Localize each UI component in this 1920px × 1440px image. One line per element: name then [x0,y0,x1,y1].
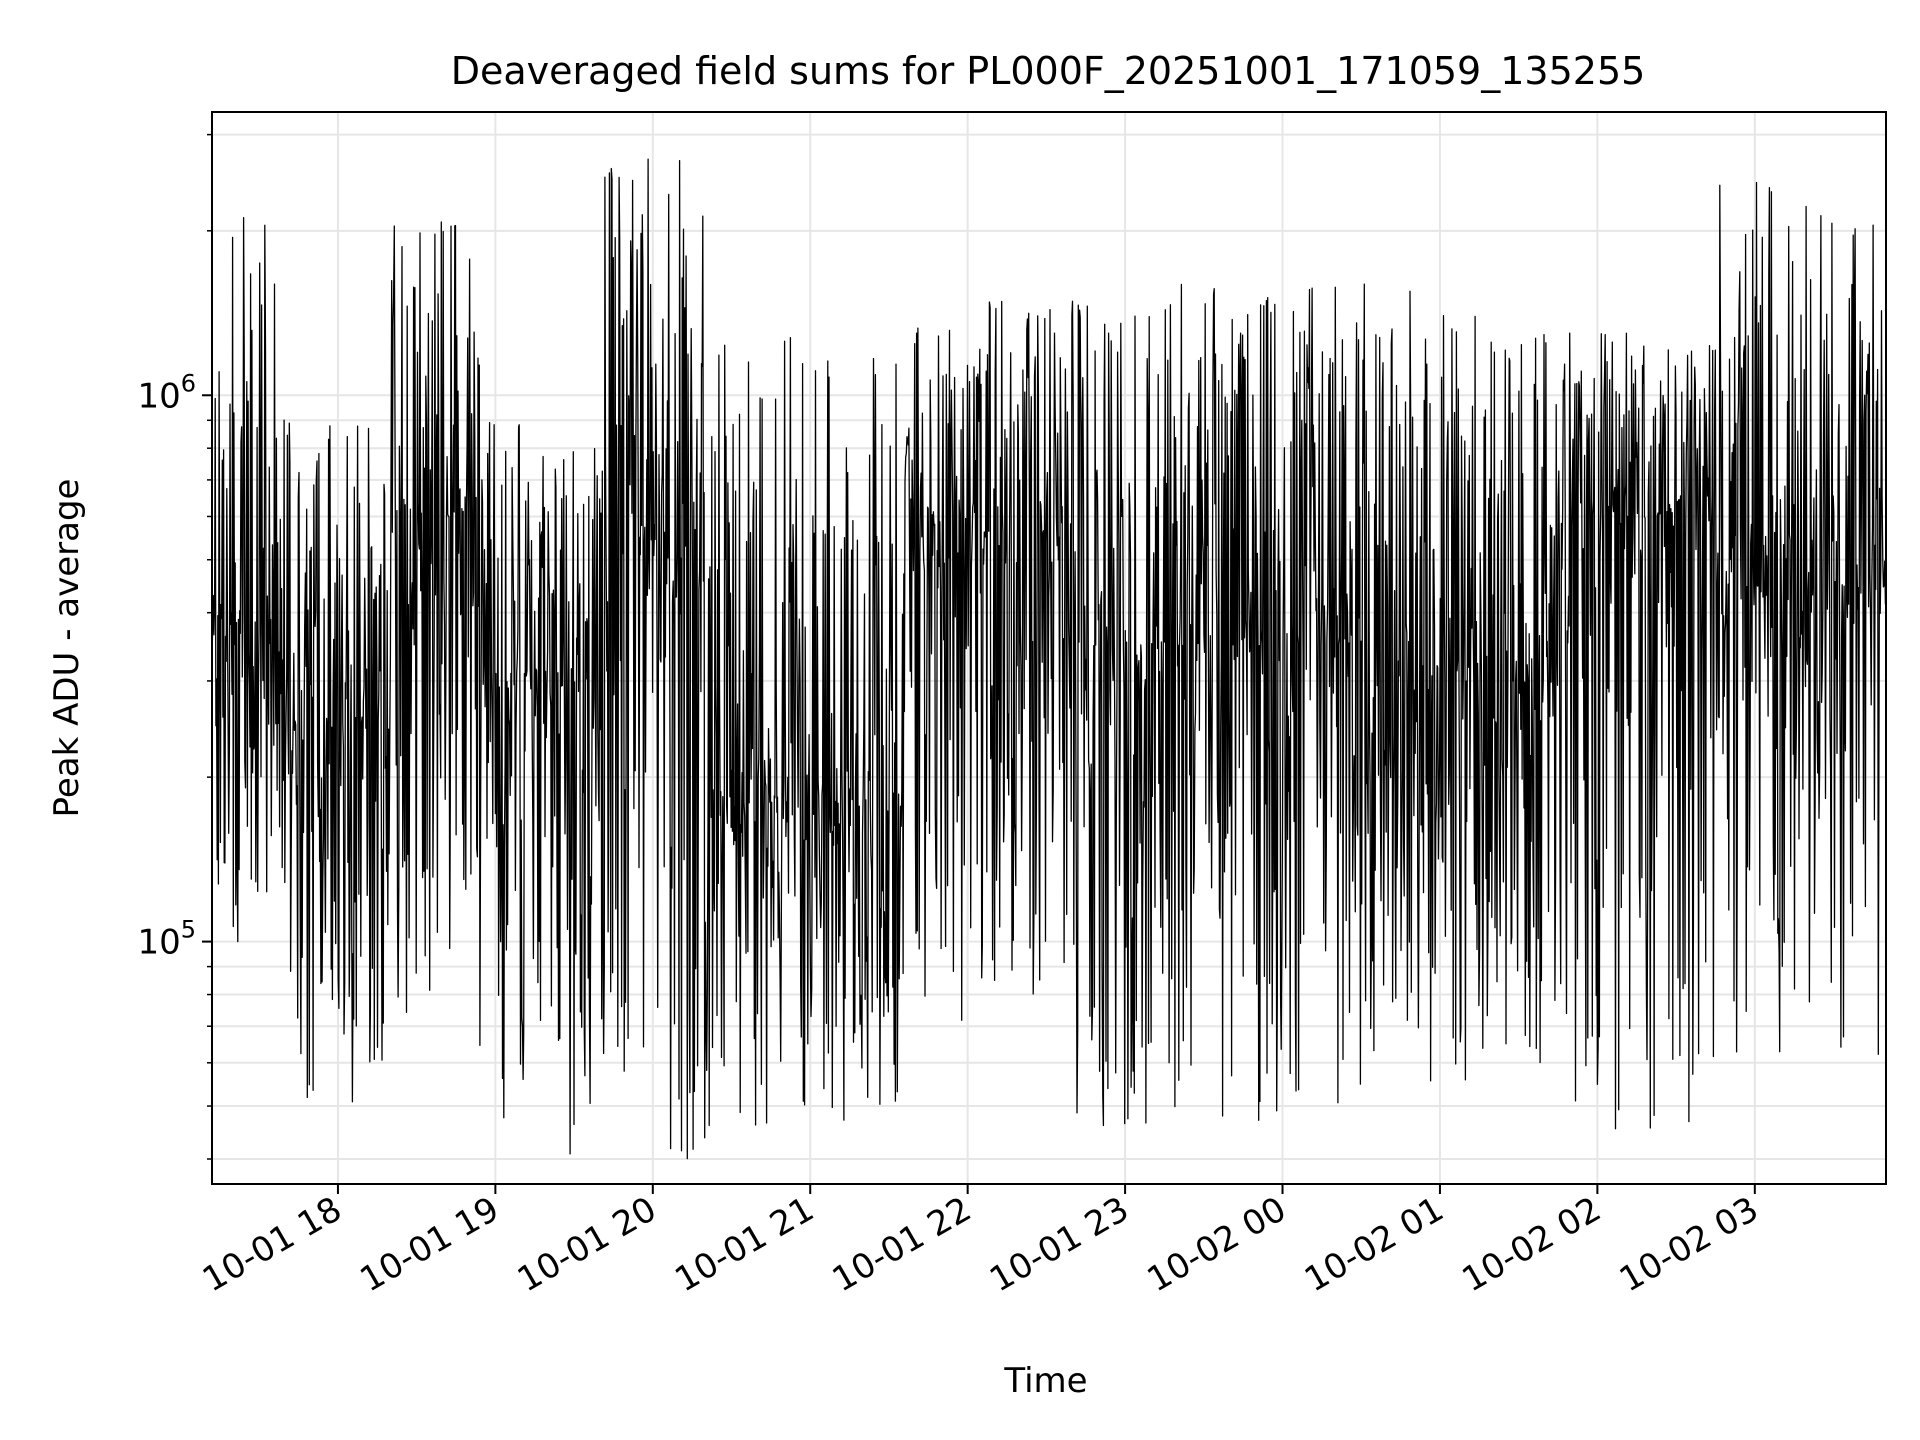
series-line [211,158,1887,1160]
series [211,158,1887,1160]
x-axis-label: Time [1003,1361,1087,1401]
y-axis-label: Peak ADU - average [47,479,87,818]
y-tick-base: 10 [137,923,180,963]
y-tick-base: 10 [137,376,180,416]
chart-title: Deaveraged field sums for PL000F_2025100… [451,49,1646,93]
y-tick-label: 106 [137,369,196,416]
y-tick-label: 105 [137,916,196,963]
y-tick-exponent: 6 [181,369,196,397]
plot-frame [211,111,1887,1185]
y-tick-exponent: 5 [181,916,196,944]
